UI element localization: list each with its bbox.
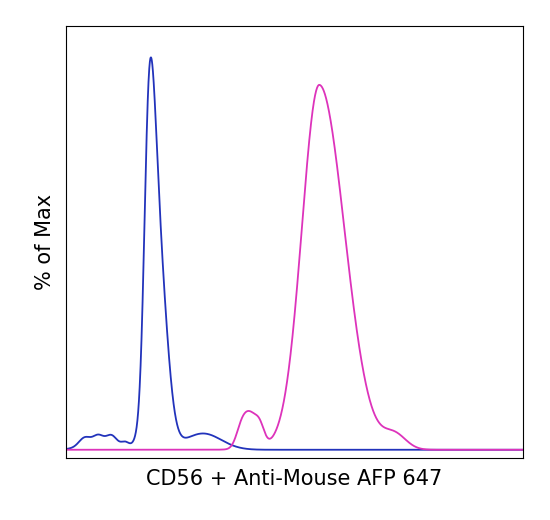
X-axis label: CD56 + Anti-Mouse AFP 647: CD56 + Anti-Mouse AFP 647	[146, 469, 442, 489]
Y-axis label: % of Max: % of Max	[35, 194, 55, 290]
